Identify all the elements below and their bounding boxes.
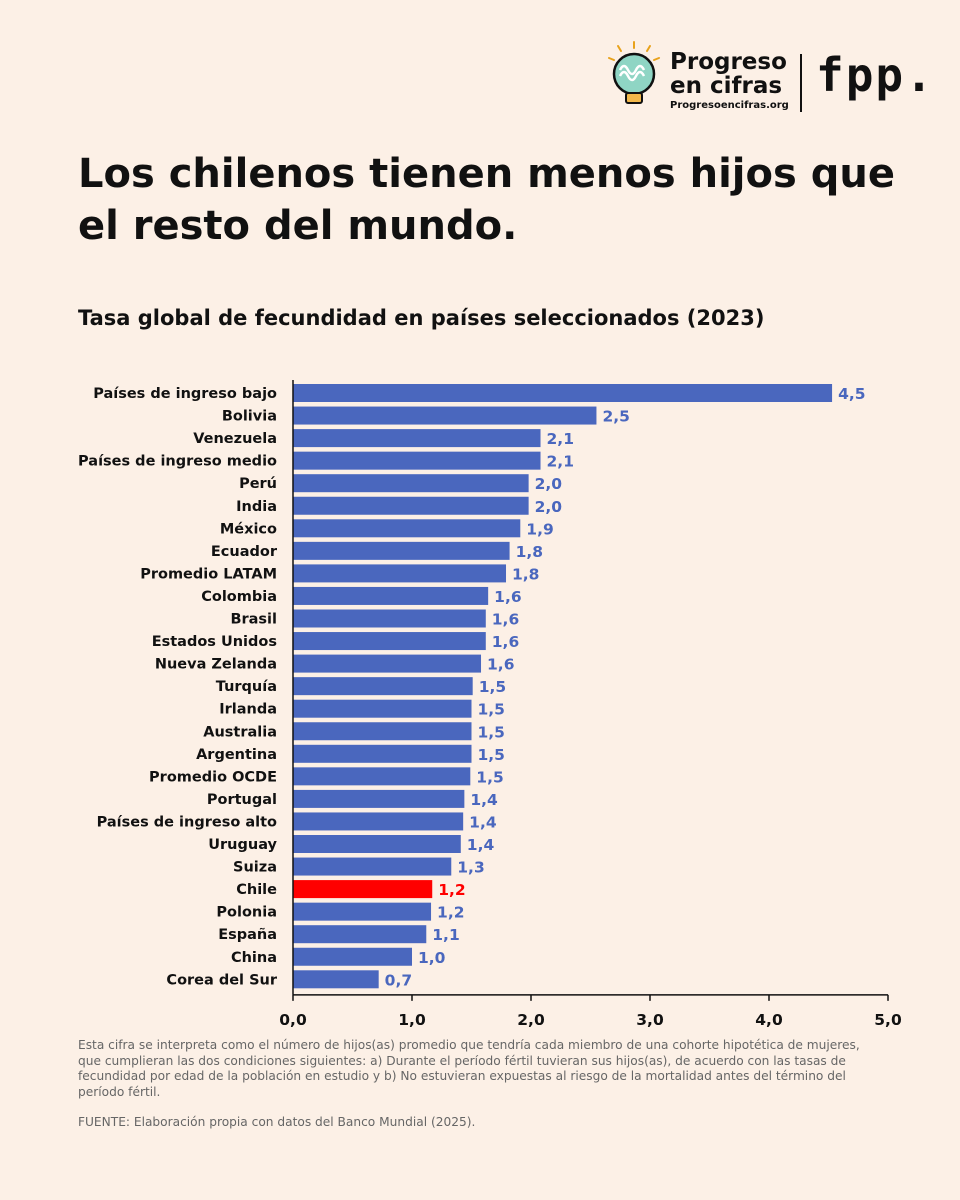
bar: [293, 722, 472, 741]
bar: [293, 789, 465, 808]
brand-name: Progreso en cifras: [670, 49, 787, 99]
category-label: México: [220, 521, 277, 537]
category-label: Promedio OCDE: [149, 769, 277, 785]
value-label: 2,1: [547, 453, 574, 471]
category-label: Brasil: [230, 612, 277, 628]
category-label: Bolivia: [222, 409, 277, 425]
bar: [293, 519, 521, 538]
category-label: Nueva Zelanda: [155, 657, 277, 673]
bar: [293, 902, 432, 921]
value-label: 1,3: [457, 859, 484, 877]
bar: [293, 541, 510, 560]
value-label: 2,0: [535, 498, 563, 516]
value-label: 1,8: [512, 565, 539, 583]
category-label: Uruguay: [208, 837, 277, 853]
value-label: 1,4: [470, 791, 498, 809]
value-label: 1,6: [487, 656, 514, 674]
value-label: 1,9: [526, 520, 553, 538]
value-label: 1,5: [478, 746, 505, 764]
footnote: Esta cifra se interpreta como el número …: [78, 1038, 860, 1099]
x-tick-label: 1,0: [398, 1011, 426, 1029]
x-tick-label: 0,0: [279, 1011, 307, 1029]
bar: [293, 654, 482, 673]
category-label: Colombia: [201, 589, 277, 605]
value-label: 1,8: [516, 543, 543, 561]
bar: [293, 406, 597, 425]
value-label: 1,6: [494, 588, 521, 606]
bar-highlight: [293, 880, 433, 899]
value-label: 1,2: [438, 881, 465, 899]
bar: [293, 835, 461, 853]
bar: [293, 925, 427, 944]
category-label: Perú: [239, 476, 277, 492]
brand-header: Progreso en cifras Progresoencifras.org …: [606, 40, 936, 120]
category-label: Promedio LATAM: [140, 566, 277, 582]
bar: [293, 632, 486, 651]
category-label: España: [218, 927, 277, 943]
bar: [293, 677, 473, 696]
value-label: 4,5: [838, 385, 865, 403]
bar: [293, 609, 486, 628]
category-label: Australia: [203, 724, 277, 740]
value-label: 2,1: [547, 430, 574, 448]
bar: [293, 451, 541, 470]
chart-subtitle: Tasa global de fecundidad en países sele…: [78, 306, 765, 330]
category-label: Portugal: [207, 792, 277, 808]
category-label: Países de ingreso medio: [78, 454, 277, 470]
category-label: India: [236, 499, 277, 515]
bar: [293, 744, 472, 763]
category-label: Polonia: [216, 905, 277, 921]
category-label: Ecuador: [211, 544, 278, 560]
bar: [293, 496, 529, 515]
x-tick-label: 2,0: [517, 1011, 545, 1029]
bar: [293, 474, 529, 493]
value-label: 1,1: [432, 926, 459, 944]
bar: [293, 384, 833, 402]
category-label: Argentina: [196, 747, 277, 763]
bar: [293, 429, 541, 448]
category-label: Corea del Sur: [166, 972, 277, 988]
source-note: FUENTE: Elaboración propia con datos del…: [78, 1115, 476, 1129]
brand-url: Progresoencifras.org: [670, 100, 789, 111]
value-label: 1,2: [437, 904, 464, 922]
bar: [293, 812, 464, 831]
value-label: 2,0: [535, 475, 563, 493]
bar: [293, 767, 471, 786]
value-label: 2,5: [602, 408, 629, 426]
value-label: 1,4: [469, 813, 497, 831]
bar: [293, 857, 452, 876]
value-label: 1,0: [418, 949, 446, 967]
category-label: Países de ingreso bajo: [93, 386, 277, 402]
page-title: Los chilenos tienen menos hijos que el r…: [78, 151, 895, 249]
partner-logo: fpp.: [816, 48, 935, 102]
category-label: Turquía: [216, 679, 277, 695]
bar: [293, 586, 489, 605]
category-label: Venezuela: [193, 431, 277, 447]
category-label: Chile: [236, 882, 277, 898]
x-tick-label: 3,0: [636, 1011, 664, 1029]
category-label: Estados Unidos: [152, 634, 277, 650]
value-label: 1,6: [492, 633, 519, 651]
x-tick-label: 5,0: [874, 1011, 902, 1029]
bar-chart: Países de ingreso bajo 4,5 Bolivia 2,5 Venez…: [78, 380, 902, 1029]
category-label: Irlanda: [219, 702, 277, 718]
bar: [293, 564, 507, 583]
category-label: Países de ingreso alto: [97, 814, 277, 830]
x-tick-label: 4,0: [755, 1011, 783, 1029]
category-label: Suiza: [233, 860, 277, 876]
value-label: 0,7: [385, 971, 412, 989]
value-label: 1,5: [478, 701, 505, 719]
value-label: 1,5: [479, 678, 506, 696]
bar: [293, 947, 412, 966]
category-label: China: [231, 950, 277, 966]
lightbulb-icon: [608, 41, 660, 104]
bar: [293, 699, 472, 718]
bar: [293, 970, 379, 989]
value-label: 1,4: [467, 836, 495, 854]
value-label: 1,5: [478, 723, 505, 741]
value-label: 1,6: [492, 611, 519, 629]
value-label: 1,5: [476, 768, 503, 786]
brand-divider: [800, 54, 802, 112]
